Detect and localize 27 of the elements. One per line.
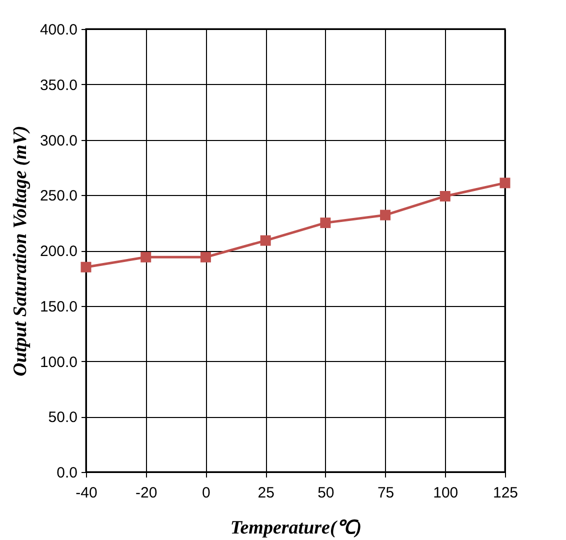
x-tick-label: -40 bbox=[76, 484, 98, 502]
y-axis-title: Output Saturation Voltage (mV) bbox=[10, 126, 31, 376]
y-tick-label: 200.0 bbox=[40, 243, 78, 260]
point bbox=[440, 190, 450, 202]
y-tick-label: 50.0 bbox=[48, 409, 78, 426]
y-tick-label: 400.0 bbox=[40, 22, 78, 38]
point bbox=[140, 252, 152, 262]
x-tick-label: 75 bbox=[377, 484, 394, 502]
y-tick-label: 100.0 bbox=[40, 354, 78, 371]
x-axis-title: Temperature(℃) bbox=[230, 518, 362, 538]
y-tick-label: 0.0 bbox=[56, 464, 78, 482]
x-tick-label: -20 bbox=[136, 484, 158, 502]
x-tick-label: 50 bbox=[318, 484, 334, 502]
x-tick-label: 25 bbox=[258, 484, 274, 502]
x-tick-label: 125 bbox=[492, 484, 518, 502]
y-tick-label: 150.0 bbox=[40, 298, 78, 316]
point bbox=[380, 210, 391, 220]
y-tick-label: 250.0 bbox=[40, 188, 78, 205]
point bbox=[500, 178, 510, 188]
point bbox=[260, 235, 271, 246]
y-tick-label: 350.0 bbox=[40, 76, 78, 94]
y-tick-label: 300.0 bbox=[40, 132, 78, 150]
point bbox=[320, 218, 331, 228]
point bbox=[200, 252, 211, 262]
point bbox=[80, 262, 92, 272]
x-tick-label: 100 bbox=[433, 484, 458, 502]
x-tick-label: 0 bbox=[202, 484, 210, 502]
